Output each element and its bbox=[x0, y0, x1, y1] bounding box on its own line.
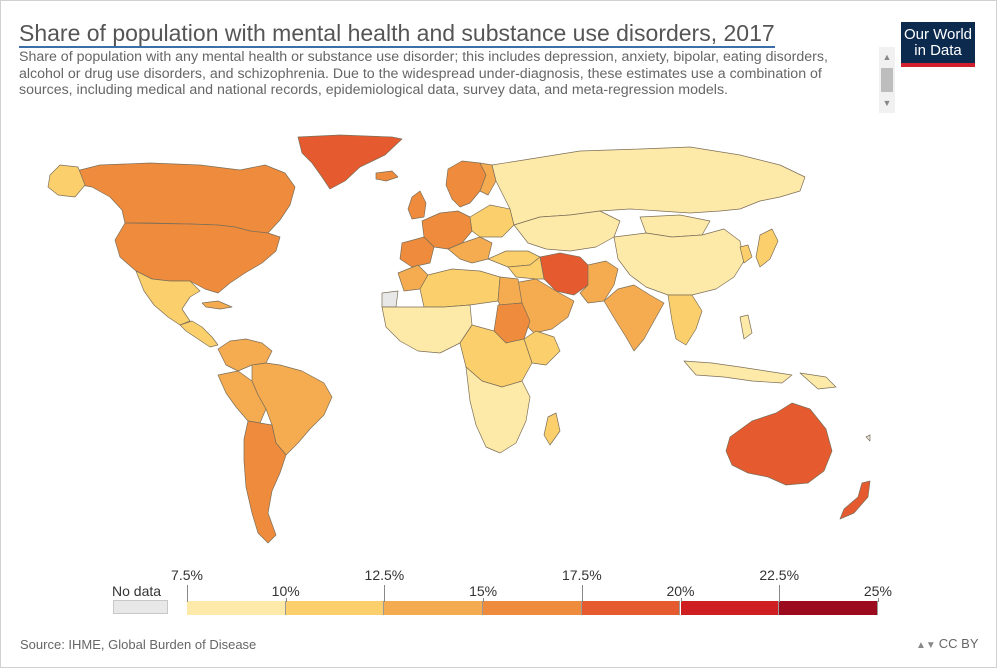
region-iceland bbox=[375, 170, 399, 182]
legend-bin[interactable] bbox=[483, 601, 582, 615]
legend-tick bbox=[581, 585, 583, 602]
legend-tick bbox=[384, 585, 386, 602]
region-india bbox=[603, 284, 665, 352]
region-united-states bbox=[114, 222, 281, 294]
sort-arrows-icon: ▲▼ bbox=[916, 640, 936, 651]
region-colombia-venezuela bbox=[217, 338, 273, 372]
region-japan bbox=[755, 228, 779, 268]
region-west-africa bbox=[381, 304, 473, 354]
world-map[interactable] bbox=[40, 125, 920, 555]
region-egypt bbox=[497, 276, 523, 306]
license-label: CC BY bbox=[938, 636, 979, 651]
region-eastern-europe bbox=[469, 204, 515, 238]
region-cuba bbox=[201, 300, 233, 310]
legend-no-data-label: No data bbox=[112, 583, 162, 599]
legend-no-data-swatch[interactable] bbox=[113, 600, 168, 614]
legend-tick bbox=[483, 598, 485, 602]
triangle-up-icon[interactable]: ▲ bbox=[882, 52, 892, 62]
region-china bbox=[613, 228, 745, 296]
region-italy-balkans bbox=[447, 236, 493, 264]
region-iraq-syria bbox=[507, 256, 545, 280]
legend-tick bbox=[779, 585, 781, 602]
region-scandinavia bbox=[445, 160, 487, 208]
legend-tick-label: 7.5% bbox=[171, 567, 203, 583]
legend-bin[interactable] bbox=[285, 601, 385, 615]
region-small-island bbox=[865, 434, 871, 442]
scroll-thumb[interactable] bbox=[881, 68, 893, 92]
legend-bin[interactable] bbox=[384, 601, 484, 615]
legend-tick-label: 25% bbox=[863, 583, 892, 599]
legend-tick-label: 22.5% bbox=[759, 567, 800, 583]
legend-bin[interactable] bbox=[581, 601, 681, 615]
region-algeria-libya bbox=[419, 268, 501, 308]
region-australia bbox=[725, 402, 833, 486]
region-new-zealand bbox=[839, 480, 871, 520]
source-text: Source: IHME, Global Burden of Disease bbox=[20, 637, 257, 652]
legend-tick bbox=[285, 598, 287, 602]
region-united-kingdom bbox=[407, 190, 427, 220]
legend-tick-label: 12.5% bbox=[364, 567, 405, 583]
region-mexico bbox=[135, 270, 201, 326]
logo-line-1: Our World bbox=[903, 26, 973, 43]
legend-bin[interactable] bbox=[779, 601, 878, 615]
chart-title[interactable]: Share of population with mental health a… bbox=[19, 20, 775, 48]
logo-line-2: in Data bbox=[914, 42, 962, 59]
legend-bin[interactable] bbox=[187, 601, 286, 615]
region-spain-portugal bbox=[399, 236, 435, 268]
triangle-down-icon[interactable]: ▼ bbox=[882, 98, 892, 108]
region-southern-africa bbox=[465, 366, 531, 454]
legend-tick-label: 20% bbox=[666, 583, 695, 599]
legend-tick-label: 15% bbox=[469, 583, 498, 599]
legend-bin[interactable] bbox=[680, 601, 780, 615]
license-link[interactable]: ▲▼ CC BY bbox=[916, 636, 979, 651]
chart-subtitle: Share of population with any mental heal… bbox=[19, 49, 828, 98]
region-alaska bbox=[47, 164, 86, 198]
region-madagascar bbox=[543, 412, 561, 446]
region-papua-new-guinea bbox=[799, 372, 837, 390]
region-western-sahara bbox=[381, 290, 399, 308]
legend-tick bbox=[187, 585, 188, 602]
region-greenland bbox=[297, 134, 403, 190]
legend-tick bbox=[680, 598, 682, 602]
region-philippines bbox=[739, 314, 753, 340]
legend-tick-label: 17.5% bbox=[561, 567, 602, 583]
region-russia bbox=[491, 146, 806, 226]
region-indonesia bbox=[683, 360, 793, 384]
region-korea bbox=[739, 244, 753, 264]
region-central-america bbox=[179, 320, 219, 348]
legend-tick bbox=[877, 598, 879, 602]
legend-tick-label: 10% bbox=[271, 583, 300, 599]
region-canada bbox=[59, 162, 296, 234]
owid-logo[interactable]: Our World in Data bbox=[901, 22, 975, 67]
region-southeast-asia bbox=[667, 294, 703, 346]
subtitle-scrollbar[interactable]: ▲ ▼ bbox=[879, 47, 895, 113]
region-argentina-chile bbox=[243, 420, 287, 544]
region-peru-bolivia bbox=[217, 370, 267, 424]
